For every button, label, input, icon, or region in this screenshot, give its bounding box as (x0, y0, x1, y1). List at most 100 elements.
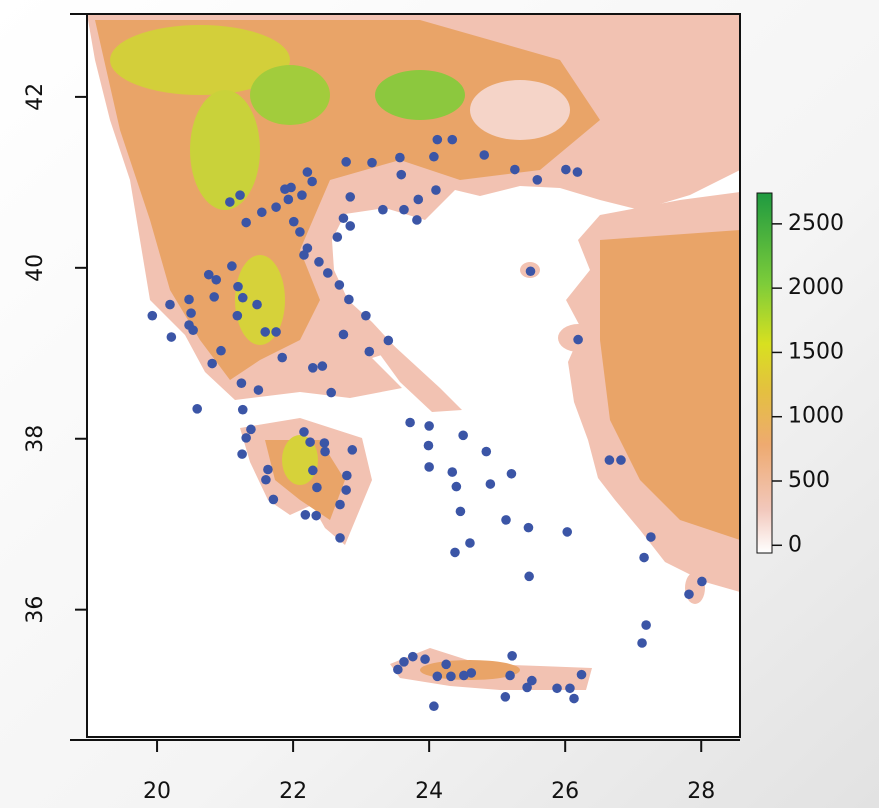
station (458, 431, 468, 441)
station (552, 683, 562, 693)
station (277, 353, 287, 363)
station (237, 449, 247, 459)
station (378, 205, 388, 215)
station (639, 553, 649, 563)
station (341, 485, 351, 495)
station (450, 548, 460, 558)
station (167, 332, 177, 342)
station (318, 361, 328, 371)
station (467, 668, 477, 678)
station (297, 190, 307, 200)
station (405, 418, 415, 428)
station (605, 455, 615, 465)
station (396, 170, 406, 180)
station (616, 455, 626, 465)
station (526, 266, 536, 276)
y-tick-label: 38 (23, 425, 48, 453)
station (320, 447, 330, 457)
station (465, 538, 475, 548)
station (501, 692, 511, 702)
station (481, 447, 491, 457)
station (305, 437, 315, 447)
station (342, 471, 352, 481)
station (420, 654, 430, 664)
station (412, 215, 422, 225)
station (320, 438, 330, 448)
station (269, 495, 279, 505)
x-tick-label: 24 (415, 779, 443, 804)
lowland (470, 80, 570, 140)
station (456, 507, 466, 517)
station (447, 467, 457, 477)
station (254, 385, 264, 395)
station (684, 589, 694, 599)
station (565, 683, 575, 693)
station (507, 651, 517, 661)
station (165, 300, 175, 310)
station (335, 500, 345, 510)
station (299, 427, 309, 437)
station (299, 250, 309, 260)
station (335, 533, 345, 543)
x-tick-label: 26 (551, 779, 579, 804)
station (216, 346, 226, 356)
station (238, 405, 248, 415)
station (433, 135, 443, 145)
station (246, 425, 256, 435)
station (347, 445, 357, 455)
station (424, 441, 434, 451)
station (527, 676, 537, 686)
station (413, 195, 423, 205)
station (569, 694, 579, 704)
station (524, 572, 534, 582)
colorbar-tick-label: 2500 (788, 211, 844, 236)
station (395, 153, 405, 163)
station (241, 218, 251, 228)
station (237, 378, 247, 388)
station (312, 483, 322, 493)
station (311, 511, 321, 521)
station (323, 268, 333, 278)
station (431, 185, 441, 195)
station (429, 152, 439, 162)
station (326, 388, 336, 398)
station (433, 672, 443, 682)
station (307, 177, 317, 187)
station (233, 282, 243, 292)
station (209, 292, 219, 302)
station (501, 515, 511, 525)
page: 20222426283638404205001000150020002500 (… (0, 0, 879, 808)
station (577, 670, 587, 680)
station (184, 295, 194, 305)
station (333, 232, 343, 242)
station (424, 462, 434, 472)
station (238, 293, 248, 303)
station (364, 347, 374, 357)
colorbar-tick-label: 2000 (788, 275, 844, 300)
station (257, 207, 267, 217)
station (486, 479, 496, 489)
station (447, 135, 457, 145)
station (452, 482, 462, 492)
station (408, 652, 418, 662)
station (252, 300, 262, 310)
station (271, 202, 281, 212)
station (339, 213, 349, 223)
station (479, 150, 489, 160)
station (260, 327, 270, 337)
station (367, 158, 377, 168)
station (424, 421, 434, 431)
y-tick-label: 36 (23, 596, 48, 624)
station (227, 261, 237, 271)
station (308, 363, 318, 373)
station (225, 197, 235, 207)
station (393, 665, 403, 675)
station (429, 701, 439, 711)
station (289, 217, 299, 227)
station (192, 404, 202, 414)
station (697, 577, 707, 587)
station (308, 466, 318, 476)
station (263, 465, 273, 475)
station (361, 311, 371, 321)
map-chart: 20222426283638404205001000150020002500 (0, 0, 879, 808)
